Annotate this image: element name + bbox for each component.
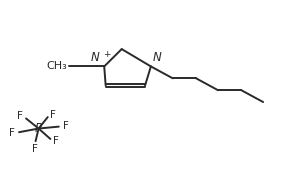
Text: F: F <box>53 136 59 146</box>
Text: F: F <box>63 121 69 131</box>
Text: +: + <box>103 50 111 59</box>
Text: N: N <box>153 51 161 64</box>
Text: F: F <box>18 111 23 121</box>
Text: F: F <box>50 110 56 120</box>
Text: CH₃: CH₃ <box>46 61 67 70</box>
Text: P: P <box>35 122 42 135</box>
Text: F: F <box>32 144 38 154</box>
Text: F: F <box>9 128 15 138</box>
Text: N: N <box>91 51 100 64</box>
